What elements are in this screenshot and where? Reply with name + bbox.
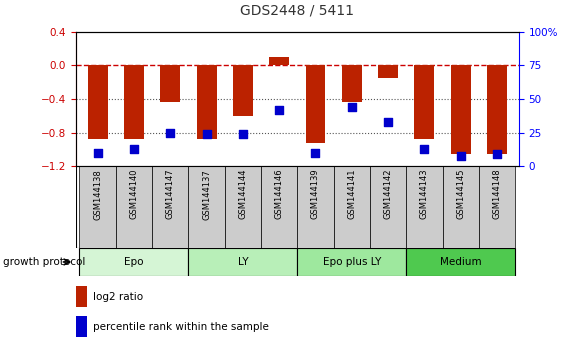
Point — [456, 153, 465, 159]
Bar — [79, 166, 116, 248]
Text: GSM144148: GSM144148 — [493, 169, 501, 219]
Text: percentile rank within the sample: percentile rank within the sample — [93, 321, 269, 332]
Bar — [451, 65, 470, 154]
Point — [202, 131, 211, 137]
Text: GDS2448 / 5411: GDS2448 / 5411 — [240, 4, 354, 18]
Bar — [124, 65, 144, 139]
Bar — [233, 65, 253, 116]
Text: GSM144139: GSM144139 — [311, 169, 320, 219]
Text: GSM144143: GSM144143 — [420, 169, 429, 219]
Point — [129, 146, 139, 152]
Text: Epo: Epo — [124, 257, 143, 267]
Point — [93, 150, 102, 156]
Text: Epo plus LY: Epo plus LY — [322, 257, 381, 267]
Text: Medium: Medium — [440, 257, 482, 267]
Text: GSM144137: GSM144137 — [202, 169, 211, 219]
Bar — [87, 65, 108, 139]
Text: GSM144147: GSM144147 — [166, 169, 175, 219]
Point — [384, 119, 393, 125]
Bar — [76, 316, 87, 337]
Bar — [160, 65, 180, 103]
Text: GSM144141: GSM144141 — [347, 169, 356, 219]
Bar — [224, 166, 261, 248]
Text: growth protocol: growth protocol — [3, 257, 85, 267]
Bar — [188, 248, 297, 276]
Bar — [370, 166, 406, 248]
Bar — [406, 166, 442, 248]
Point — [311, 150, 320, 156]
Bar — [333, 166, 370, 248]
Point — [275, 107, 284, 113]
Bar — [442, 166, 479, 248]
Bar — [378, 65, 398, 78]
Text: GSM144140: GSM144140 — [129, 169, 138, 219]
Text: LY: LY — [237, 257, 248, 267]
Bar — [196, 65, 216, 139]
Point — [420, 146, 429, 152]
Text: GSM144145: GSM144145 — [456, 169, 465, 219]
Point — [238, 131, 248, 137]
Bar — [116, 166, 152, 248]
Bar — [261, 166, 297, 248]
Text: GSM144144: GSM144144 — [238, 169, 247, 219]
Bar — [415, 65, 434, 139]
Bar — [76, 286, 87, 307]
Bar — [297, 248, 406, 276]
Bar — [479, 166, 515, 248]
Text: GSM144146: GSM144146 — [275, 169, 284, 219]
Text: GSM144142: GSM144142 — [384, 169, 392, 219]
Bar — [79, 248, 188, 276]
Bar — [487, 65, 507, 154]
Bar — [342, 65, 362, 103]
Bar — [406, 248, 515, 276]
Text: GSM144138: GSM144138 — [93, 169, 102, 219]
Bar — [152, 166, 188, 248]
Point — [493, 152, 502, 157]
Point — [166, 130, 175, 136]
Bar — [269, 57, 289, 65]
Text: log2 ratio: log2 ratio — [93, 291, 143, 302]
Point — [347, 104, 356, 110]
Bar — [188, 166, 224, 248]
Bar — [297, 166, 333, 248]
Bar — [305, 65, 325, 143]
